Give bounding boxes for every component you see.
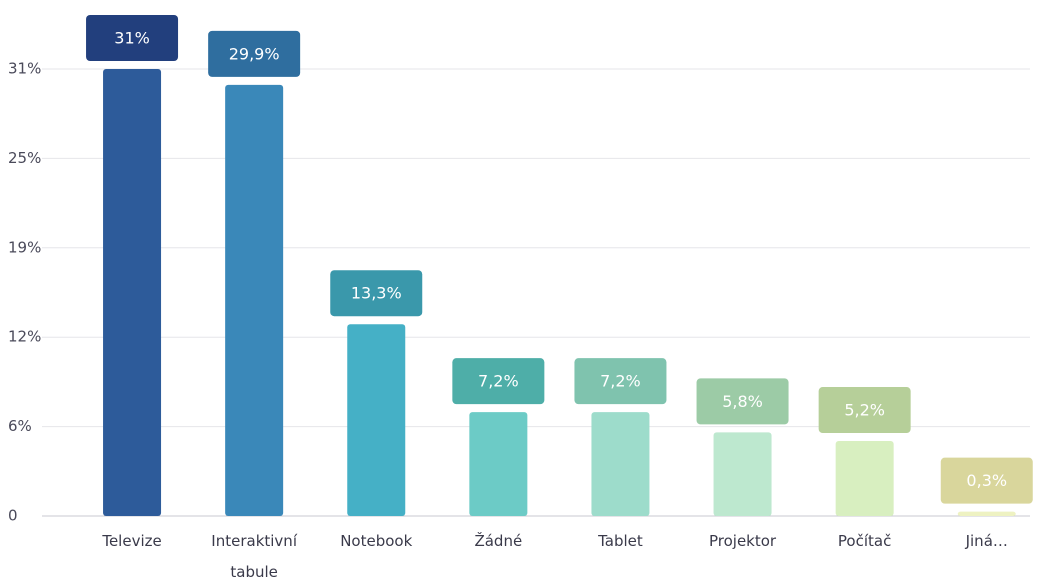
value-label-box bbox=[574, 358, 667, 405]
value-label-text: 7,2% bbox=[478, 372, 519, 391]
value-label-box bbox=[818, 387, 911, 434]
value-label: 7,2% bbox=[452, 358, 545, 405]
value-label-text: 0,3% bbox=[966, 471, 1007, 490]
bar bbox=[957, 511, 1016, 516]
value-label-box bbox=[208, 30, 301, 77]
x-tick-label: Televize bbox=[102, 532, 162, 550]
x-tick-label: Počítač bbox=[837, 532, 892, 550]
bar bbox=[591, 412, 650, 516]
value-label-text: 31% bbox=[114, 29, 150, 48]
value-label-text: 5,2% bbox=[844, 401, 885, 420]
y-tick-label: 19% bbox=[8, 238, 41, 256]
value-label-text: 5,8% bbox=[722, 392, 763, 411]
bar bbox=[103, 69, 162, 516]
bar bbox=[469, 412, 528, 516]
y-tick-label: 0 bbox=[8, 507, 18, 525]
value-label: 7,2% bbox=[574, 358, 667, 405]
y-tick-label: 6% bbox=[8, 417, 32, 435]
y-tick-label: 31% bbox=[8, 60, 41, 78]
bar bbox=[835, 441, 894, 516]
value-label-box bbox=[696, 378, 789, 425]
bar bbox=[347, 324, 406, 516]
y-tick-label: 12% bbox=[8, 328, 41, 346]
bar bbox=[713, 432, 772, 516]
x-tick-label: Tablet bbox=[598, 532, 643, 550]
value-label-text: 13,3% bbox=[351, 284, 402, 303]
value-label-box bbox=[86, 15, 179, 61]
value-label-box bbox=[452, 358, 545, 405]
value-label: 5,2% bbox=[818, 387, 911, 434]
value-label-text: 7,2% bbox=[600, 372, 641, 391]
value-label-box bbox=[330, 270, 423, 317]
x-tick-label: Notebook bbox=[340, 532, 413, 550]
value-label: 13,3% bbox=[330, 270, 423, 317]
x-tick-label: Projektor bbox=[708, 532, 777, 550]
value-label-box bbox=[940, 457, 1033, 504]
x-tick-label: Jiná… bbox=[965, 532, 1008, 550]
value-label: 0,3% bbox=[940, 457, 1033, 504]
value-label: 29,9% bbox=[208, 30, 301, 77]
value-label: 31% bbox=[86, 15, 179, 61]
x-tick-label: Interaktivní tabule bbox=[211, 532, 297, 581]
value-label: 5,8% bbox=[696, 378, 789, 425]
x-tick-label: Žádné bbox=[474, 532, 523, 550]
bar bbox=[225, 84, 284, 516]
value-label-text: 29,9% bbox=[229, 44, 280, 63]
y-tick-label: 25% bbox=[8, 149, 41, 167]
